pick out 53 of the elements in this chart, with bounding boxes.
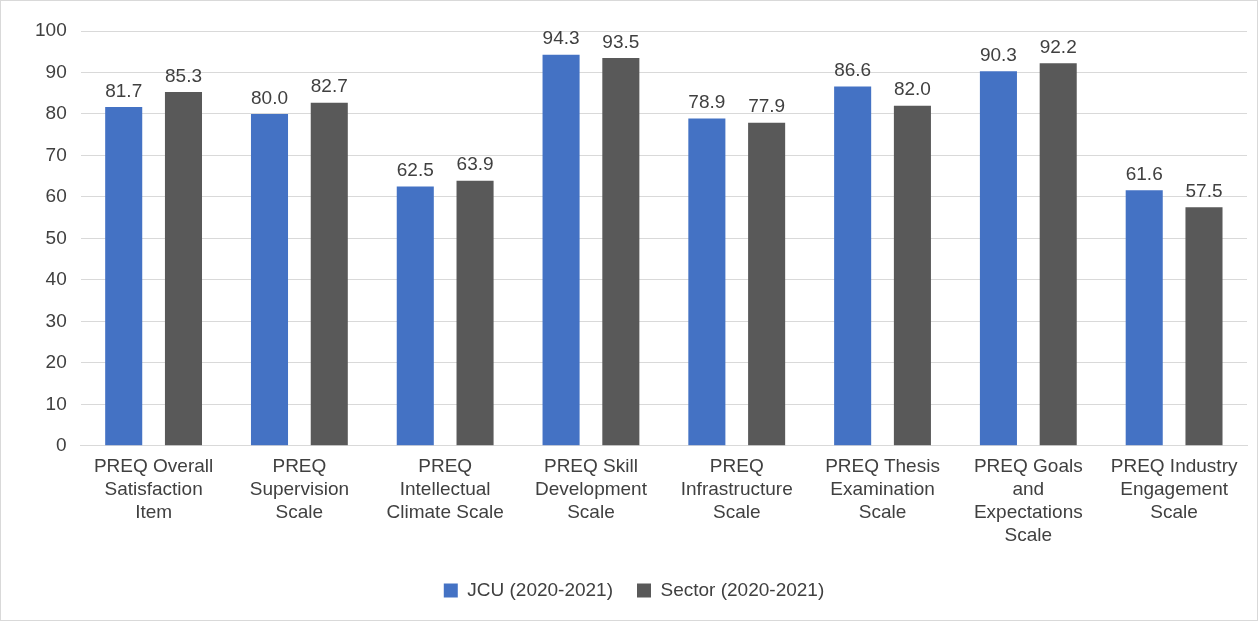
y-tick-label: 40 xyxy=(45,268,67,290)
y-tick-label: 80 xyxy=(45,102,67,124)
data-label: 94.3 xyxy=(542,27,580,49)
data-label: 85.3 xyxy=(164,64,202,86)
data-label: 92.2 xyxy=(1039,36,1077,58)
x-tick-label: PREQ Intellectual Climate Scale xyxy=(386,455,504,523)
data-label: 78.9 xyxy=(688,91,726,113)
y-tick-label: 30 xyxy=(45,309,67,331)
bar xyxy=(396,186,434,446)
x-tick-label: PREQ Industry Engagement Scale xyxy=(1110,455,1238,523)
bar xyxy=(602,57,640,446)
bar xyxy=(979,71,1017,446)
y-tick-label: 90 xyxy=(45,60,67,82)
y-tick-label: 70 xyxy=(45,143,67,165)
bar xyxy=(893,105,931,446)
data-label: 82.0 xyxy=(893,78,931,100)
x-tick-label: PREQ Thesis Examination Scale xyxy=(825,455,940,523)
x-tick-label: PREQ Supervision Scale xyxy=(249,455,350,523)
y-tick-label: 50 xyxy=(45,226,67,248)
x-tick-label: PREQ Goals and Expectations Scale xyxy=(973,455,1083,545)
data-label: 57.5 xyxy=(1185,180,1223,202)
y-tick-label: 20 xyxy=(45,351,67,373)
data-label: 81.7 xyxy=(105,79,143,101)
bar xyxy=(834,86,872,446)
x-tick-label: PREQ Overall Satisfaction Item xyxy=(93,455,214,523)
data-label: 82.7 xyxy=(310,75,348,97)
data-label: 90.3 xyxy=(979,43,1017,65)
bar xyxy=(1185,207,1223,446)
legend-label: JCU (2020-2021) xyxy=(467,578,614,600)
data-label: 61.6 xyxy=(1125,163,1163,185)
y-tick-label: 0 xyxy=(56,434,67,456)
x-tick-label: PREQ Infrastructure Scale xyxy=(680,455,793,523)
data-label: 86.6 xyxy=(834,59,872,81)
y-tick-label: 60 xyxy=(45,185,67,207)
bar xyxy=(542,54,580,446)
bar xyxy=(105,106,143,446)
bar xyxy=(688,118,726,446)
bar xyxy=(250,113,289,446)
legend-label: Sector (2020-2021) xyxy=(660,578,825,600)
bar xyxy=(1039,63,1077,446)
data-label: 80.0 xyxy=(251,86,288,108)
data-label: 93.5 xyxy=(602,30,640,52)
x-tick-label: PREQ Skill Development Scale xyxy=(534,455,648,523)
data-label: 77.9 xyxy=(748,95,786,117)
y-tick-label: 100 xyxy=(35,19,67,41)
data-label: 62.5 xyxy=(396,159,434,181)
bar xyxy=(1125,190,1163,446)
data-label: 63.9 xyxy=(456,153,494,175)
y-tick-label: 10 xyxy=(45,392,67,414)
bar xyxy=(456,180,494,446)
bar xyxy=(164,91,203,446)
bar xyxy=(748,122,786,446)
bar xyxy=(310,102,348,446)
